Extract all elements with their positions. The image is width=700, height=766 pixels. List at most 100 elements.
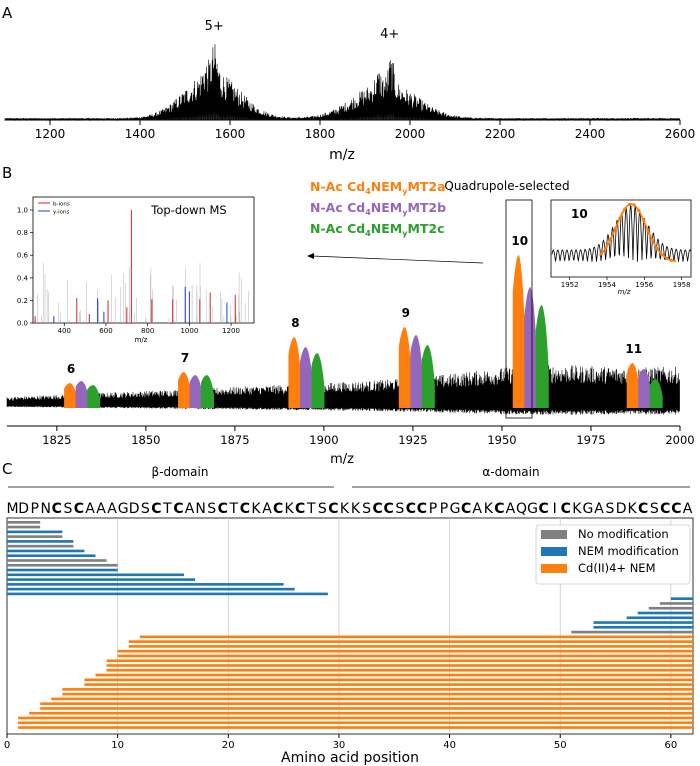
legend-mt2b: N-Ac Cd4NEMyMT2b (310, 200, 446, 217)
fragment-bar (62, 688, 694, 691)
sequence-residue: S (141, 501, 150, 517)
msms-x-tick-label: 600 (99, 327, 112, 335)
isotope-peak-8-2 (299, 347, 313, 408)
panel-c-tick-label: 40 (443, 740, 456, 751)
msms-inset-legend: b-ions y-ions (38, 202, 70, 216)
quadrupole-selected-label: Quadrupole-selected (444, 179, 569, 193)
fragment-bar (40, 702, 694, 705)
isotope-peak-8-1 (288, 337, 302, 408)
sequence-residue: I (553, 501, 557, 517)
panel-b-trace (6, 365, 680, 415)
sequence-residue: K (484, 501, 494, 517)
sequence-residue: C (74, 501, 84, 517)
sequence-residue: K (340, 501, 350, 517)
legend-swatch-nem (541, 547, 567, 556)
msms-unassigned-peaks (35, 262, 250, 323)
msms-x-tick-label: 400 (58, 327, 71, 335)
msms-y-tick-label: 1.0 (17, 207, 28, 215)
zoom-inset-fit-point (604, 245, 608, 249)
isotope-peak-10-2 (524, 287, 538, 408)
sequence-residue: C (240, 501, 250, 517)
sequence-residue: A (683, 501, 693, 517)
zoom-inset-fit-point (599, 252, 604, 256)
sequence-residue: G (582, 501, 593, 517)
fragment-bar (7, 540, 74, 543)
panel-b-label: B (2, 164, 12, 182)
zoom-inset-fit (598, 203, 677, 263)
panel-a-tick-label: 2000 (395, 127, 426, 141)
legend-no-mod-label: No modification (578, 527, 669, 541)
fragment-bar (18, 716, 694, 720)
msms-inset-plot (34, 210, 250, 323)
fragment-bar (128, 645, 693, 648)
msms-inset-title: Top-down MS (150, 203, 226, 217)
quadrupole-selection-box (505, 199, 533, 419)
sequence-residue: C (328, 501, 338, 517)
panel-b-charge-labels: 6 7 8 9 10 11 (67, 234, 642, 376)
sequence-residue: S (362, 501, 371, 517)
sequence-residue: C (671, 501, 681, 517)
sequence-residue: S (318, 501, 327, 517)
sequence-residue: P (429, 501, 437, 517)
sequence-residue: C (384, 501, 394, 517)
isotope-peak-11-1 (626, 363, 640, 408)
panel-a-trace (4, 44, 681, 122)
sequence-residue: A (185, 501, 195, 517)
msms-inset-frame (32, 196, 255, 324)
zoom-inset-fit-point (618, 216, 622, 220)
panel-a-x-axis-label: m/z (329, 147, 355, 163)
panel-c-tick-label: 0 (4, 740, 10, 751)
fragment-bar (7, 544, 74, 548)
peak-charge-label: 6 (67, 362, 75, 376)
sequence-residue: S (63, 501, 72, 517)
fragment-bar (7, 563, 118, 567)
panel-c-tick-label: 30 (333, 740, 346, 751)
panel-b-tick-label: 1950 (487, 433, 516, 447)
msms-y-tick-label: 0.2 (17, 297, 28, 305)
sequence-residue: C (151, 501, 161, 517)
panel-b-spectrum (6, 365, 680, 415)
panel-b-tick-label: 1900 (309, 433, 338, 447)
panel-b-tick-label: 1875 (220, 433, 249, 447)
peak-charge-label: 11 (625, 342, 642, 356)
zoom-inset-fit-point (641, 218, 646, 222)
msms-y-tick-label: 0.4 (17, 274, 29, 282)
charge-5-label: 5+ (205, 19, 224, 34)
zoom-inset-tick-label: 1954 (598, 281, 616, 289)
sequence-residue: S (650, 501, 659, 517)
sequence-residue: C (406, 501, 416, 517)
msms-y-tick-label: 0.6 (17, 252, 29, 260)
zoom-inset-fit-point (665, 256, 669, 260)
sequence-residue: C (173, 501, 183, 517)
fragment-bar (106, 664, 694, 667)
sequence-residue: K (628, 501, 638, 517)
peak-charge-label: 10 (511, 234, 528, 248)
msms-y-tick-label: 0.0 (17, 320, 28, 328)
sequence-residue: N (40, 501, 50, 517)
fragment-bar (626, 616, 694, 620)
panel-c-label: C (2, 460, 12, 478)
panel-c-x-ticks: 0 10 20 30 40 50 60 (4, 734, 677, 751)
zoom-inset-plot (551, 202, 691, 263)
fragment-bar (7, 573, 185, 577)
sequence-residue: A (85, 501, 95, 517)
sequence-residue: C (218, 501, 228, 517)
zoom-inset-fit-point (623, 207, 627, 211)
panel-a-tick-label: 2600 (665, 127, 696, 141)
sequence-residue: C (494, 501, 504, 517)
sequence-residue: G (527, 501, 538, 517)
sequence-residue: D (129, 501, 140, 517)
fragment-bar (51, 697, 693, 701)
fragment-bar (117, 649, 693, 653)
panel-b-tick-label: 1850 (131, 433, 160, 447)
fragment-bar (84, 678, 694, 682)
fragment-bar (637, 611, 693, 615)
zoom-inset-fit-point (627, 202, 632, 207)
msms-inset-ticks: 400 600 800 1000 1200 0.0 0.2 0.4 0.6 0.8 1.0 (17, 207, 240, 336)
sequence-residue: Q (516, 501, 527, 517)
sequence-residue: K (251, 501, 261, 517)
isotope-peak-7-2 (189, 375, 203, 408)
panel-a-tick-label: 1400 (125, 127, 156, 141)
